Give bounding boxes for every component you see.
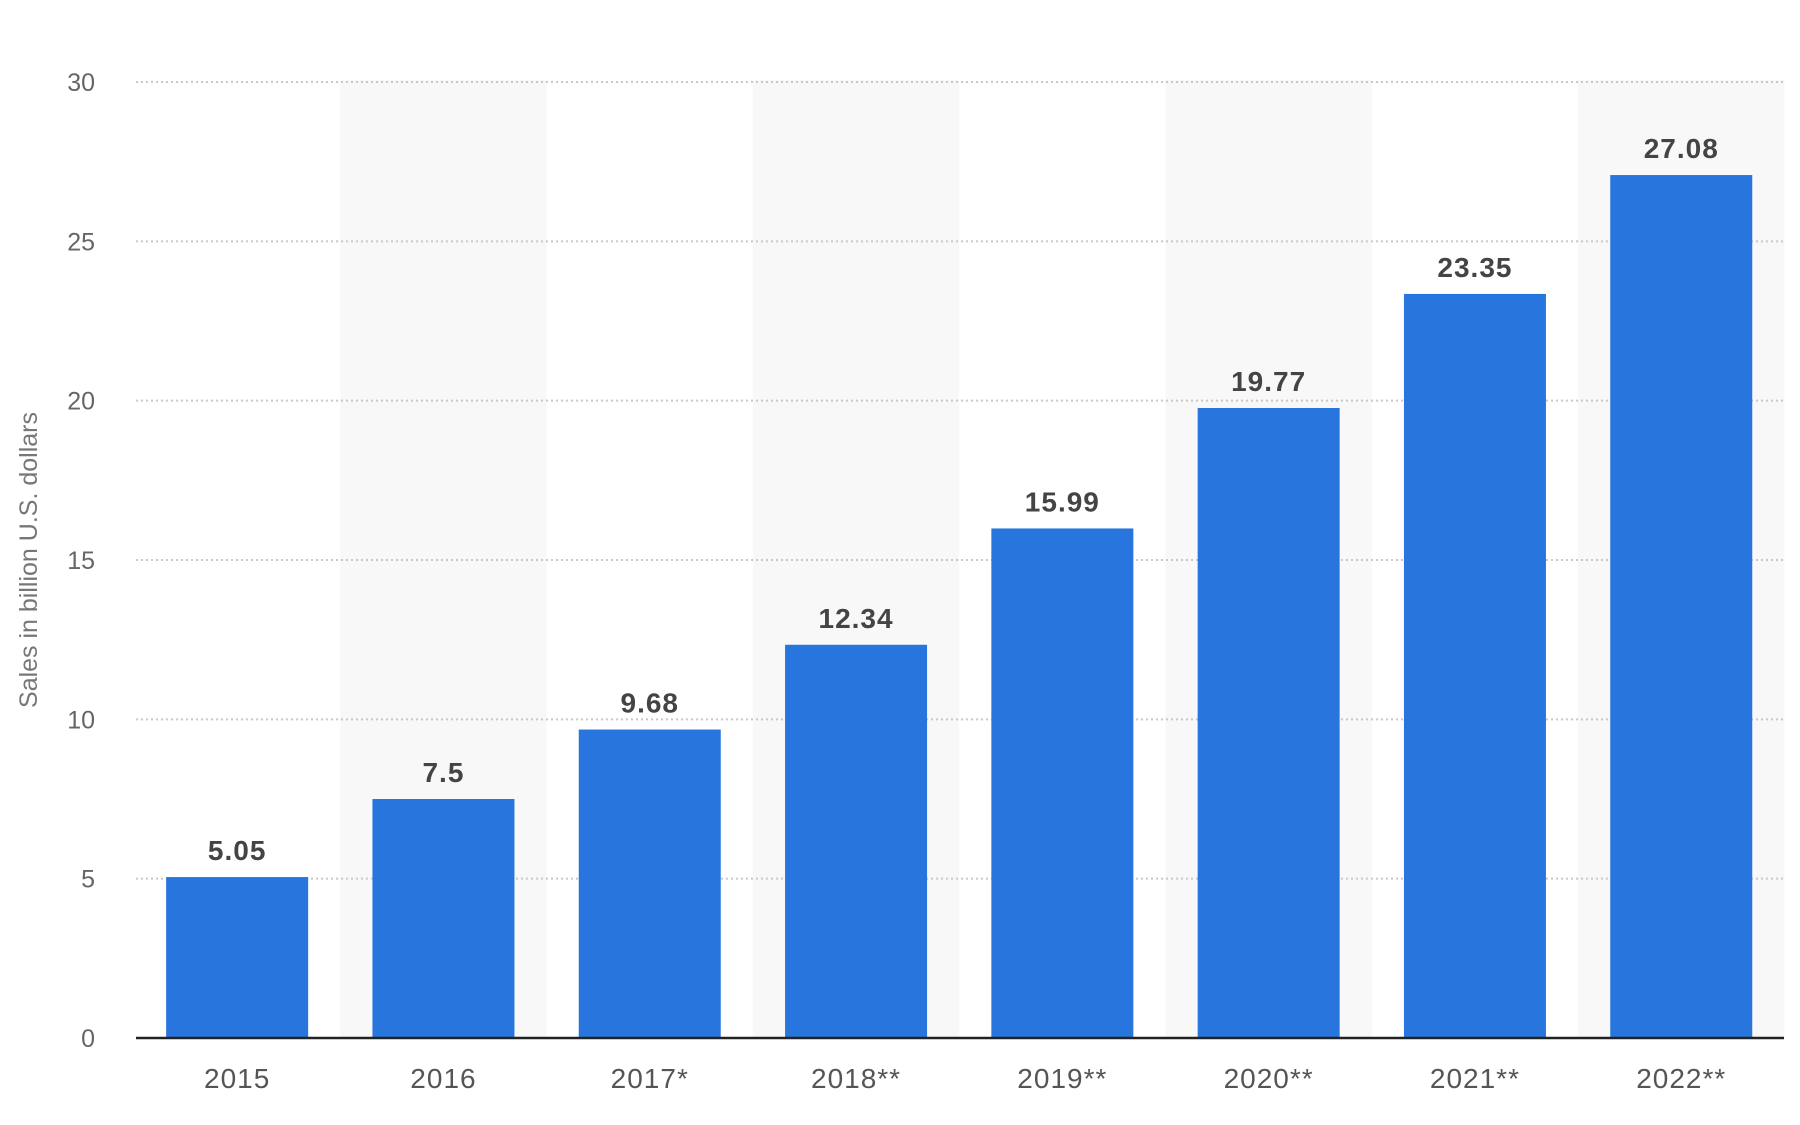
y-tick-label: 30 [67,69,95,97]
y-tick-label: 10 [67,706,95,734]
data-label: 7.5 [422,757,464,788]
y-tick-label: 0 [81,1025,95,1053]
x-tick-label: 2020** [1224,1063,1314,1094]
labels-layer: 0 5 10 15 20 25 30 5.05 2015 7.5 2016 9.68 2017* 12.3… [67,69,1726,1094]
data-label: 12.34 [819,603,894,634]
bar [991,528,1134,1038]
y-tick-label: 25 [67,228,95,256]
x-tick-label: 2019** [1017,1063,1107,1094]
bar [372,799,515,1038]
bar [1197,407,1340,1039]
bar [1403,293,1546,1038]
x-tick-label: 2016 [410,1063,476,1094]
bar [1610,175,1753,1038]
y-tick-label: 15 [67,547,95,575]
bar [578,729,721,1038]
y-axis-title: Sales in billion U.S. dollars [15,412,43,708]
x-tick-label: 2018** [811,1063,901,1094]
x-tick-label: 2015 [204,1063,270,1094]
x-tick-label: 2022** [1636,1063,1726,1094]
data-label: 15.99 [1025,486,1100,517]
bar [785,644,928,1038]
y-tick-label: 5 [81,866,95,894]
x-tick-label: 2017* [611,1063,689,1094]
x-tick-label: 2021** [1430,1063,1520,1094]
data-label: 19.77 [1231,366,1306,397]
data-label: 9.68 [621,688,680,719]
data-label: 27.08 [1644,133,1719,164]
y-tick-label: 20 [67,388,95,416]
data-label: 5.05 [208,835,267,866]
bar [166,877,309,1038]
bars-layer [166,175,1753,1039]
data-label: 23.35 [1437,252,1512,283]
